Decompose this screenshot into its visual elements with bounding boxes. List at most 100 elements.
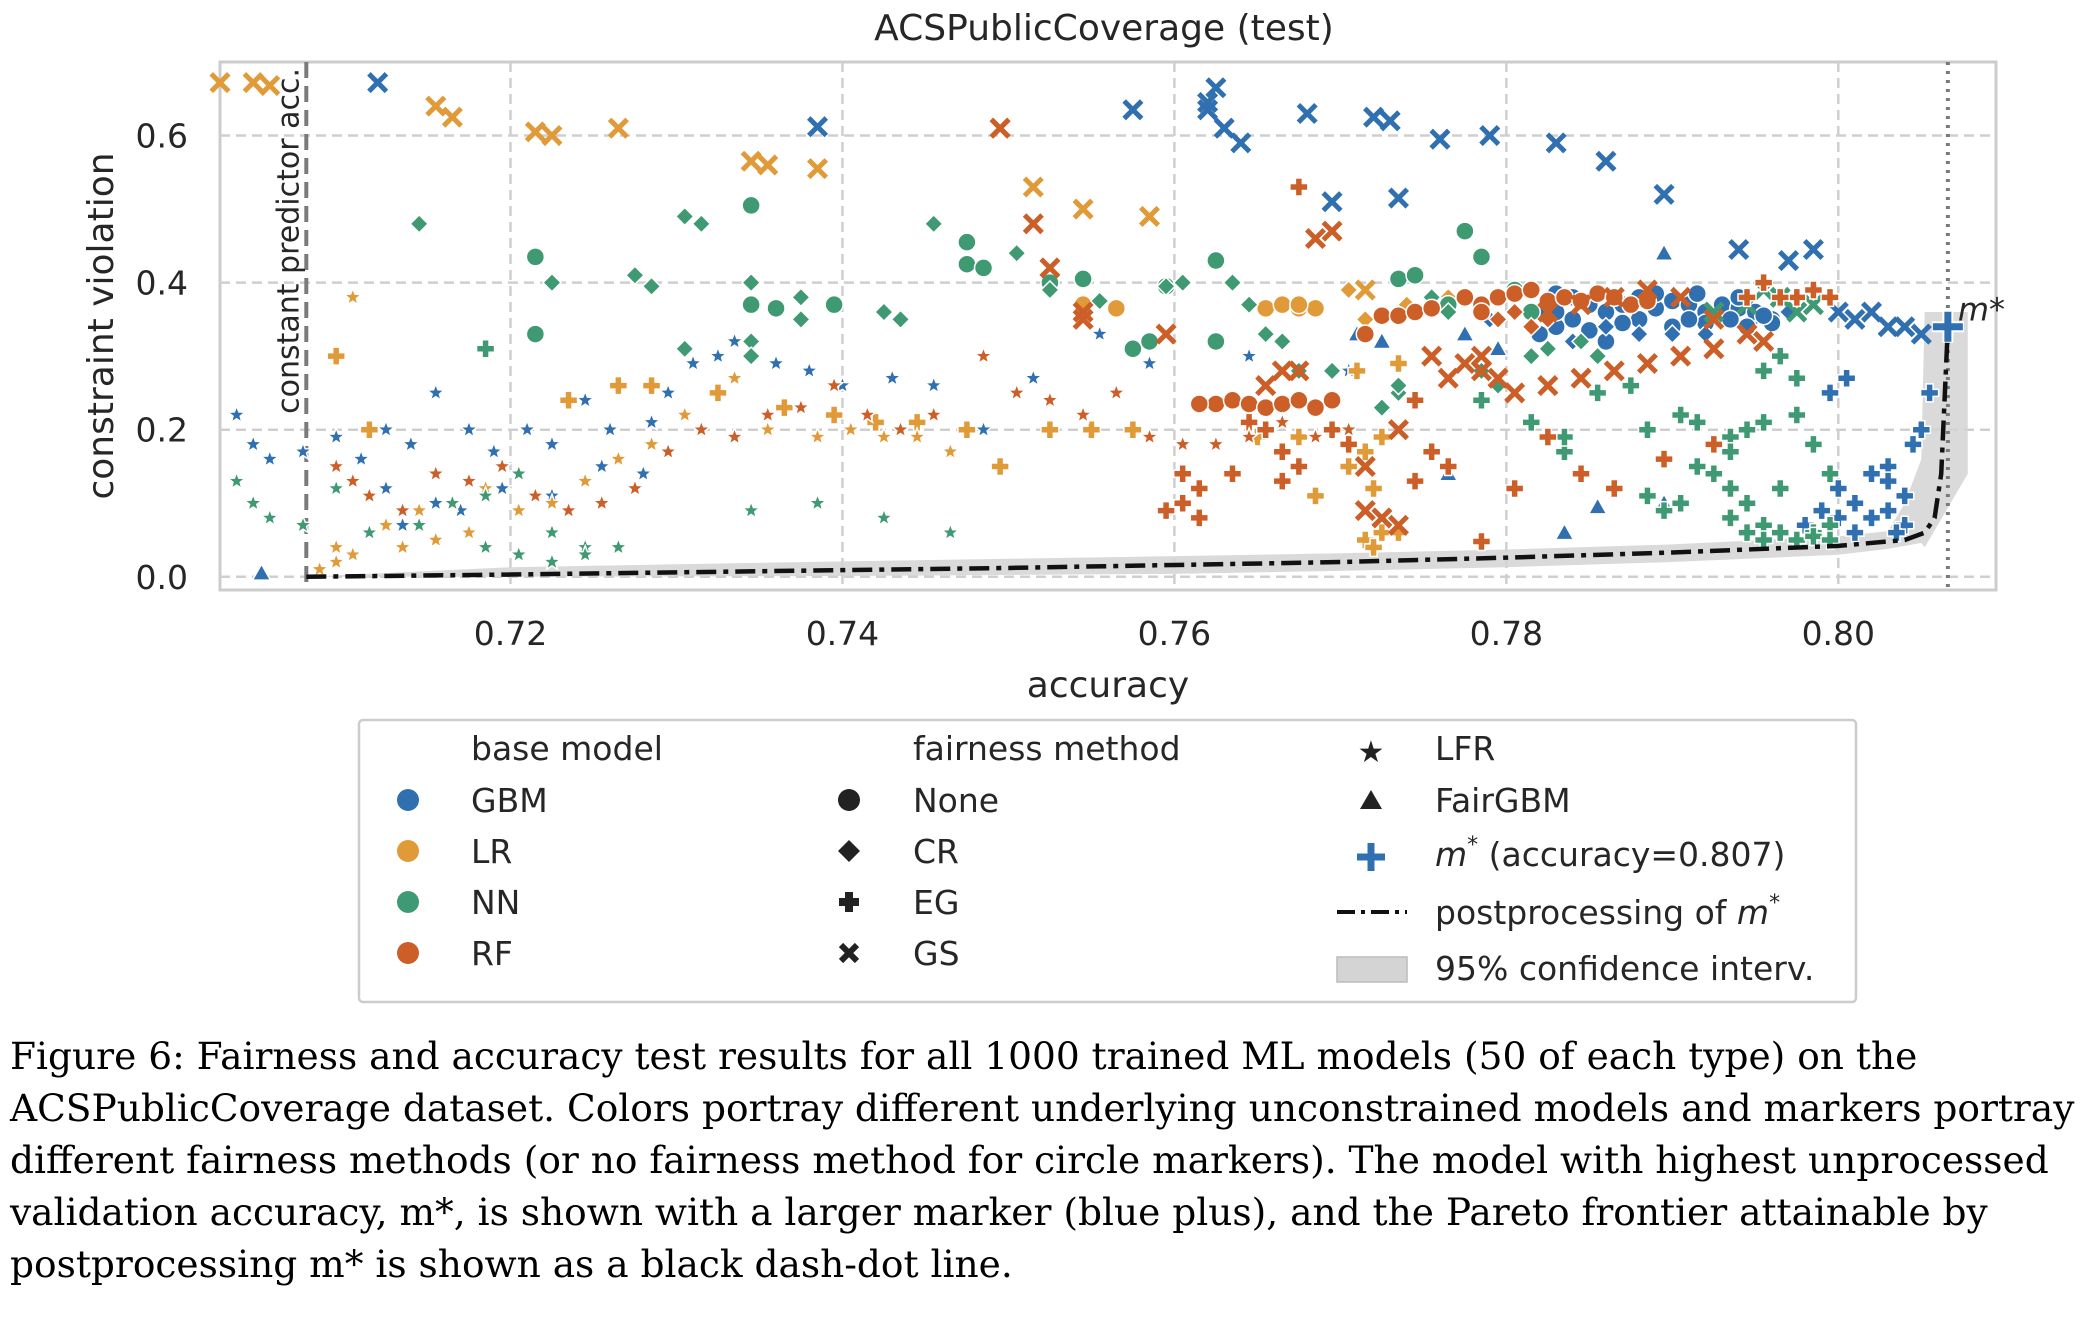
point-diamond (1039, 279, 1060, 301)
point-star (723, 425, 746, 447)
point-plus (1845, 493, 1865, 513)
point-circle (1554, 287, 1575, 308)
point-plus (326, 346, 346, 366)
point-plus (1820, 383, 1840, 403)
point-circle (1206, 250, 1226, 271)
point-plus (1621, 375, 1641, 396)
figure-caption: Figure 6: Fairness and accuracy test res… (10, 1030, 2088, 1290)
point-x (1354, 279, 1376, 301)
point-triangle (1371, 330, 1393, 350)
point-diamond (1172, 272, 1193, 293)
point-x (1736, 323, 1758, 345)
point-star (972, 345, 995, 366)
point-plus (1811, 500, 1832, 521)
point-plus (1654, 449, 1674, 469)
point-x (1155, 323, 1177, 345)
point-circle (741, 195, 761, 216)
chart-title: ACSPublicCoverage (test) (874, 8, 1334, 49)
point-x (1379, 110, 1401, 132)
point-triangle (1587, 496, 1608, 515)
point-diamond (1521, 316, 1542, 337)
point-star (707, 345, 729, 366)
legend-circle-marker-icon (838, 789, 860, 811)
x-axis-label: accuracy (1027, 665, 1189, 706)
point-plus (1820, 530, 1840, 550)
point-plus (1504, 478, 1525, 499)
point-star (1138, 352, 1161, 373)
point-plus (1521, 412, 1541, 433)
point-plus (1770, 478, 1790, 499)
point-diamond (1089, 290, 1110, 312)
point-star (690, 418, 712, 439)
point-circle (1388, 305, 1409, 326)
point-x (806, 158, 829, 180)
point-plus (1571, 464, 1591, 484)
point-x (1753, 330, 1775, 352)
point-star (682, 352, 704, 373)
point-star (458, 521, 480, 542)
point-star (1039, 389, 1061, 410)
point-plus (1438, 456, 1459, 477)
point-plus (1363, 537, 1384, 558)
point-star (425, 462, 447, 483)
point-triangle (1653, 242, 1675, 261)
point-x (1321, 220, 1343, 242)
point-plus (558, 390, 579, 411)
point-x (1844, 308, 1866, 330)
point-plus (1720, 478, 1741, 499)
point-star (425, 528, 447, 550)
point-x (1603, 360, 1625, 382)
point-star (724, 367, 746, 388)
point-diamond (624, 265, 646, 286)
point-plus (1372, 522, 1392, 543)
point-x (367, 72, 389, 94)
point-circle (1687, 283, 1707, 304)
point-circle (957, 254, 977, 274)
point-circle (1471, 247, 1492, 267)
point-star (474, 536, 497, 557)
point-star (1089, 322, 1111, 344)
point-plus (1753, 412, 1774, 433)
point-x (989, 117, 1011, 139)
point-x (1022, 213, 1044, 235)
point-circle (1123, 339, 1143, 359)
point-diamond (1338, 279, 1359, 301)
point-diamond (674, 338, 695, 359)
point-star (1304, 425, 1327, 447)
point-plus (1803, 280, 1824, 300)
caption-line-2: ACSPublicCoverage dataset. Colors portra… (10, 1086, 2075, 1130)
point-circle (1139, 331, 1160, 352)
legend-label-m-star: m* (accuracy=0.807) (1435, 833, 1785, 874)
point-circle (1405, 302, 1425, 322)
legend-other-items: ★ LFR FairGBM m* (accuracy=0.807) postpr… (1336, 729, 1814, 988)
confidence-band (306, 312, 1968, 577)
y-axis-ticks: 0.0 0.2 0.4 0.6 (136, 117, 188, 597)
point-circle (1388, 269, 1409, 289)
point-star (765, 352, 787, 373)
point-plus (1272, 471, 1293, 491)
legend-title-base-model: base model (471, 729, 663, 768)
point-star (1022, 367, 1044, 388)
point-x (1487, 367, 1509, 389)
point-diamond (1504, 301, 1525, 323)
legend-label-band: 95% confidence interv. (1435, 949, 1814, 988)
point-star (391, 514, 414, 535)
point-plus (1322, 419, 1342, 440)
point-x (1354, 455, 1376, 477)
legend-label-eg: EG (913, 883, 959, 922)
point-diamond (741, 272, 762, 293)
point-x (1138, 205, 1161, 227)
point-x (1354, 500, 1376, 522)
point-plus (1820, 287, 1840, 308)
point-star (292, 514, 314, 535)
point-plus (1189, 478, 1210, 499)
point-star (558, 499, 580, 520)
point-x (1022, 176, 1044, 198)
point-plus (1372, 427, 1392, 447)
point-plus (1604, 478, 1624, 499)
point-circle (1455, 221, 1475, 241)
point-x (607, 117, 629, 139)
point-circle (957, 232, 977, 252)
point-x (740, 150, 762, 172)
point-circle (1106, 298, 1127, 319)
